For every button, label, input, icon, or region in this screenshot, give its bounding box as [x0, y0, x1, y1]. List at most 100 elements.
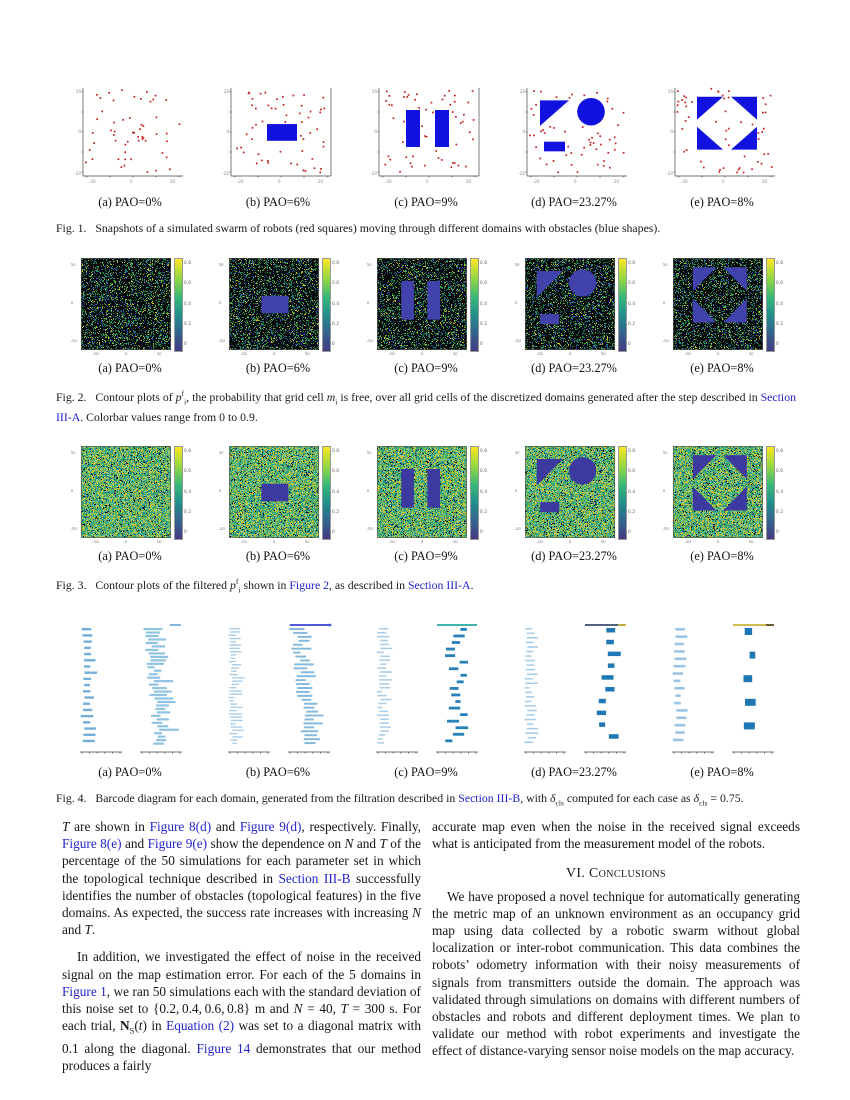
svg-text:0: 0: [522, 129, 525, 134]
right-paragraph-2: We have proposed a novel technique for a…: [432, 888, 800, 1059]
fig1-panel-e: 20 0 -20 -20 0 20 (e) PAO=8%: [648, 86, 796, 210]
svg-text:0: 0: [574, 179, 577, 184]
svg-text:-20: -20: [666, 171, 673, 176]
inline-link[interactable]: Figure 14: [196, 1041, 251, 1057]
figure-3: 0.8 0.6 0.4 0.2 0 (a) PAO=0% 0.8 0.6 0.4 0.2 0 (…: [56, 444, 796, 598]
figure-3-caption: Fig. 3. Contour plots of the filtered pf…: [56, 577, 474, 595]
fig2-subcaption-a: (a) PAO=0%: [98, 361, 162, 375]
fig4-barcode-c-h1: [436, 624, 478, 754]
inline-link[interactable]: Figure 9(e): [147, 836, 208, 852]
fig4-panel-c: (c) PAO=9%: [352, 620, 500, 780]
fig3-plot-c: [364, 444, 469, 544]
fig2-subcaption-d: (d) PAO=23.27%: [531, 361, 617, 375]
fig1-subcaption-b: (b) PAO=6%: [245, 195, 311, 209]
figure-2-caption: Fig. 2. Contour plots of pfi, the probab…: [56, 389, 796, 424]
fig1-panel-b: 20 0 -20 -20 0 20 (b) PAO=6%: [204, 86, 352, 210]
inline-link[interactable]: Figure 8(d): [149, 819, 212, 834]
fig2-plot-b: [216, 256, 321, 356]
fig3-colorbar-labels-e: 0.8 0.6 0.4 0.2 0: [775, 449, 784, 535]
fig3-plot-e: [660, 444, 765, 544]
fig4-barcode-a-h1: [140, 624, 182, 754]
fig4-panel-d: (d) PAO=23.27%: [500, 620, 648, 780]
fig3-colorbar-labels-a: 0.8 0.6 0.4 0.2 0: [183, 449, 192, 535]
fig1-panel-a: 20 0 -20 -20 0 20 (a) PAO=0%: [56, 86, 204, 210]
figure-1: 20 0 -20 -20 0 20 (a) PAO=0% 20 0 -20 -20 0 20 (b)…: [56, 86, 796, 235]
fig4-barcode-d-h1: [584, 624, 626, 754]
svg-text:0: 0: [130, 179, 133, 184]
fig1-panel-c: 20 0 -20 -20 0 20 (c) PAO=9%: [352, 86, 500, 210]
fig4-barcode-b-h0: [228, 628, 270, 754]
fig2-plot-c: [364, 256, 469, 356]
fig2-colorbar-a: [173, 258, 183, 352]
svg-text:20: 20: [614, 179, 620, 184]
fig2-subcaption-b: (b) PAO=6%: [245, 361, 311, 375]
svg-text:20: 20: [372, 89, 378, 94]
inline-link[interactable]: Figure 1: [62, 983, 107, 999]
figure-1-caption: Fig. 1. Snapshots of a simulated swarm o…: [56, 221, 661, 235]
fig1-plot-c: 20 0 -20 -20 0 20: [370, 88, 480, 184]
fig2-colorbar-d: [617, 258, 627, 352]
fig2-colorbar-labels-e: 0.8 0.6 0.4 0.2 0: [775, 261, 784, 347]
inline-link[interactable]: Equation (2): [166, 1018, 235, 1034]
inline-link[interactable]: Section III-B: [278, 870, 351, 886]
inline-link[interactable]: Figure 2: [289, 577, 330, 592]
fig3-panel-c: 0.8 0.6 0.4 0.2 0 (c) PAO=9%: [352, 444, 500, 564]
fig2-colorbar-labels-c: 0.8 0.6 0.4 0.2 0: [479, 261, 488, 347]
section-heading-conclusions: VI. Conclusions: [566, 865, 666, 881]
svg-text:20: 20: [668, 89, 674, 94]
fig1-panel-d: 20 0 -20 -20 0 20 (d) PAO=23.27%: [500, 86, 648, 210]
left-paragraph-2: In addition, we investigated the effect …: [62, 949, 421, 1074]
svg-text:-20: -20: [89, 179, 96, 184]
fig2-colorbar-labels-a: 0.8 0.6 0.4 0.2 0: [183, 261, 192, 347]
inline-link[interactable]: Figure 9(d): [239, 819, 302, 834]
svg-text:0: 0: [278, 179, 281, 184]
inline-link[interactable]: Section III-A: [56, 389, 796, 424]
svg-text:-20: -20: [237, 179, 244, 184]
fig3-colorbar-c: [469, 446, 479, 540]
fig3-panel-e: 0.8 0.6 0.4 0.2 0 (e) PAO=8%: [648, 444, 796, 564]
svg-text:20: 20: [762, 179, 768, 184]
fig1-plot-a: 20 0 -20 -20 0 20: [74, 88, 183, 184]
fig3-colorbar-b: [321, 446, 331, 540]
fig4-panel-a: (a) PAO=0%: [56, 620, 204, 780]
right-paragraph-1: accurate map even when the noise in the …: [432, 819, 800, 852]
inline-link[interactable]: Section III-A: [407, 577, 471, 592]
fig4-subcaption-b: (b) PAO=6%: [245, 765, 311, 779]
fig1-plot-b: 20 0 -20 -20 0 20: [222, 88, 332, 184]
fig4-subcaption-e: (e) PAO=8%: [690, 765, 754, 779]
inline-link[interactable]: Figure 8(e): [62, 836, 122, 852]
svg-text:-20: -20: [370, 171, 377, 176]
fig3-colorbar-e: [765, 446, 775, 540]
fig2-panel-b: 0.8 0.6 0.4 0.2 0 (b) PAO=6%: [204, 256, 352, 376]
svg-text:0: 0: [670, 129, 673, 134]
fig2-colorbar-labels-b: 0.8 0.6 0.4 0.2 0: [331, 261, 340, 347]
fig4-panel-b: (b) PAO=6%: [204, 620, 352, 780]
body-column-right: accurate map even when the noise in the …: [432, 818, 800, 1060]
fig3-plot-d: [512, 444, 617, 544]
fig3-colorbar-labels-b: 0.8 0.6 0.4 0.2 0: [331, 449, 340, 535]
body-column-left: T are shown in Figure 8(d) and Figure 9(…: [62, 818, 421, 1075]
svg-text:20: 20: [318, 179, 324, 184]
fig4-subcaption-d: (d) PAO=23.27%: [531, 765, 617, 779]
fig2-subcaption-e: (e) PAO=8%: [690, 361, 754, 375]
fig1-plot-e: 20 0 -20 -20 0 20: [666, 87, 775, 184]
fig3-subcaption-d: (d) PAO=23.27%: [531, 549, 617, 563]
fig3-panel-a: 0.8 0.6 0.4 0.2 0 (a) PAO=0%: [56, 444, 204, 564]
fig1-subcaption-d: (d) PAO=23.27%: [531, 195, 617, 209]
fig2-panel-a: 0.8 0.6 0.4 0.2 0 (a) PAO=0%: [56, 256, 204, 376]
fig3-colorbar-d: [617, 446, 627, 540]
inline-link[interactable]: Section III-B: [458, 791, 521, 805]
svg-text:0: 0: [226, 129, 229, 134]
svg-text:0: 0: [426, 179, 429, 184]
fig4-barcode-a-h0: [80, 628, 122, 754]
fig2-panel-e: 0.8 0.6 0.4 0.2 0 (e) PAO=8%: [648, 256, 796, 376]
fig4-barcode-d-h0: [524, 628, 566, 754]
fig4-barcode-e-h0: [672, 628, 714, 754]
fig2-subcaption-c: (c) PAO=9%: [394, 361, 458, 375]
fig1-subcaption-c: (c) PAO=9%: [394, 195, 458, 209]
svg-text:0: 0: [722, 179, 725, 184]
fig3-panel-d: 0.8 0.6 0.4 0.2 0 (d) PAO=23.27%: [500, 444, 648, 564]
svg-text:-20: -20: [518, 171, 525, 176]
svg-text:20: 20: [520, 89, 526, 94]
figure-4-caption: Fig. 4. Barcode diagram for each domain,…: [56, 791, 744, 808]
